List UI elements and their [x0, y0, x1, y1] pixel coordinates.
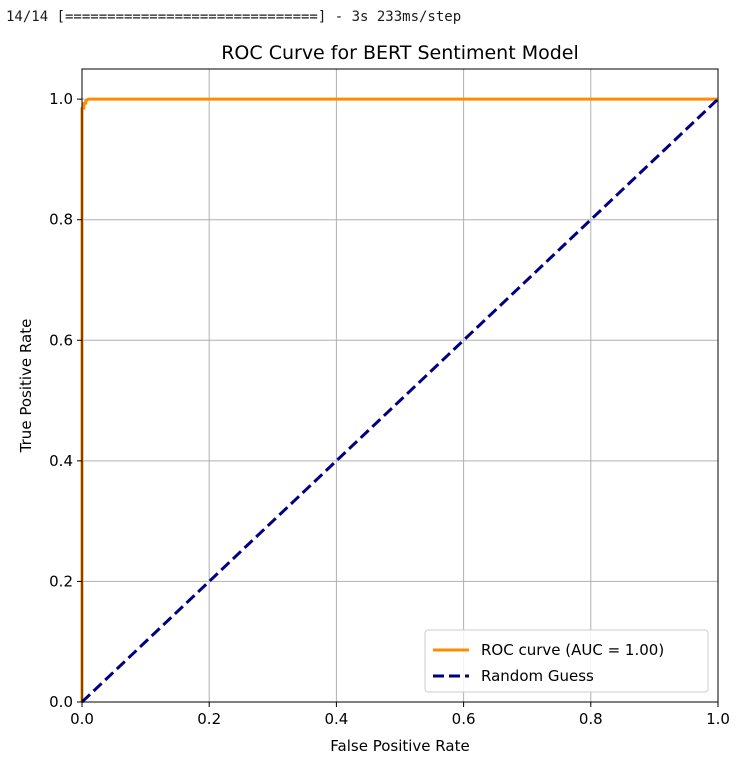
x-tick-label: 1.0 [706, 710, 730, 728]
x-axis-label: False Positive Rate [330, 737, 469, 755]
grid-lines [81, 69, 719, 703]
legend-label: ROC curve (AUC = 1.00) [481, 641, 664, 659]
y-tick-label: 0.2 [49, 572, 73, 590]
x-tick-label: 0.4 [324, 710, 348, 728]
x-tick-label: 0.6 [452, 710, 476, 728]
axis-ticks: 0.0 0.2 0.4 0.6 0.8 1.0 0.0 0.2 0.4 0.6 0.8 1.0 [49, 90, 730, 728]
console-progress-line: 14/14 [==============================] -… [6, 9, 462, 25]
y-tick-label: 0.6 [49, 331, 73, 349]
legend-label: Random Guess [481, 667, 594, 685]
roc-curve-line [80, 97, 718, 702]
series-layer [80, 97, 720, 704]
y-axis-label: True Positive Rate [17, 319, 35, 454]
y-tick-label: 0.0 [49, 693, 73, 711]
x-tick-label: 0.8 [579, 710, 603, 728]
legend-box [424, 629, 709, 693]
plot-frame [81, 68, 719, 703]
chart-title: ROC Curve for BERT Sentiment Model [221, 42, 579, 64]
legend: ROC curve (AUC = 1.00) Random Guess [424, 629, 709, 693]
y-tick-label: 1.0 [49, 90, 73, 108]
x-tick-label: 0.2 [197, 710, 221, 728]
y-tick-label: 0.4 [49, 452, 73, 470]
random-guess-line [80, 98, 720, 704]
y-tick-label: 0.8 [49, 211, 73, 229]
x-tick-label: 0.0 [70, 710, 94, 728]
